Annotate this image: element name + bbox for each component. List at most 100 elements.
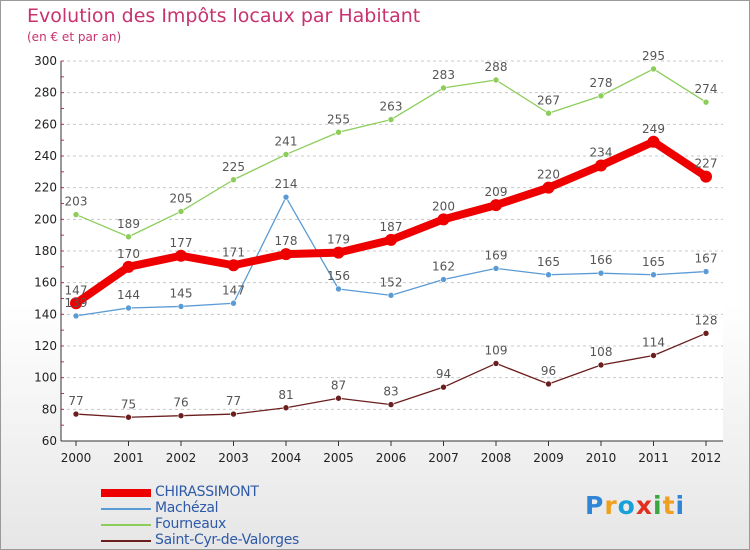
data-point bbox=[387, 116, 395, 123]
data-point bbox=[492, 265, 500, 272]
data-point bbox=[385, 233, 397, 246]
x-tick-label: 2003 bbox=[218, 451, 249, 465]
x-tick-label: 2009 bbox=[533, 451, 564, 465]
y-tick-label: 140 bbox=[34, 307, 57, 321]
data-label: 152 bbox=[380, 275, 403, 289]
x-tick-label: 2006 bbox=[376, 451, 407, 465]
data-label: 263 bbox=[380, 100, 403, 114]
data-point bbox=[647, 135, 660, 148]
data-point bbox=[650, 271, 657, 279]
legend-label: Fourneaux bbox=[155, 516, 227, 532]
data-label: 81 bbox=[278, 388, 293, 402]
data-point bbox=[177, 208, 185, 215]
data-label: 225 bbox=[222, 160, 245, 174]
x-tick-label: 2001 bbox=[113, 451, 144, 465]
chart-subtitle: (en € et par an) bbox=[27, 30, 122, 44]
legend-label: CHIRASSIMONT bbox=[155, 484, 259, 500]
logo-letter: i bbox=[653, 491, 663, 520]
y-tick-label: 60 bbox=[42, 434, 57, 448]
data-label: 166 bbox=[590, 253, 613, 267]
data-label: 288 bbox=[485, 60, 508, 74]
data-label: 203 bbox=[65, 195, 88, 209]
data-label: 156 bbox=[327, 269, 350, 283]
data-label: 162 bbox=[432, 260, 455, 274]
data-label: 234 bbox=[590, 146, 613, 160]
data-label: 75 bbox=[121, 397, 136, 411]
y-tick-label: 300 bbox=[34, 54, 57, 68]
data-point bbox=[230, 299, 237, 307]
data-point bbox=[440, 84, 447, 92]
y-tick-label: 280 bbox=[34, 86, 57, 100]
legend-label: Machézal bbox=[155, 500, 219, 516]
data-point bbox=[125, 233, 132, 241]
y-tick-label: 240 bbox=[34, 149, 57, 163]
data-label: 77 bbox=[226, 394, 241, 408]
data-label: 165 bbox=[537, 255, 560, 269]
data-label: 76 bbox=[173, 396, 188, 410]
data-label: 178 bbox=[275, 234, 298, 248]
y-tick-label: 260 bbox=[34, 117, 57, 131]
data-point bbox=[177, 303, 185, 310]
data-point bbox=[335, 128, 342, 136]
data-label: 295 bbox=[642, 49, 665, 63]
legend-swatch bbox=[101, 540, 151, 542]
y-tick-label: 100 bbox=[34, 371, 57, 385]
data-point bbox=[702, 98, 710, 106]
data-point bbox=[597, 269, 605, 277]
data-point bbox=[282, 151, 290, 158]
data-label: 187 bbox=[380, 220, 403, 234]
data-label: 87 bbox=[331, 378, 346, 392]
y-tick-label: 160 bbox=[34, 276, 57, 290]
data-point bbox=[282, 193, 290, 201]
data-label: 267 bbox=[537, 93, 560, 107]
data-label: 179 bbox=[327, 233, 350, 247]
legend-swatch bbox=[101, 508, 151, 510]
data-point bbox=[492, 360, 500, 367]
data-label: 147 bbox=[222, 283, 245, 297]
data-label: 209 bbox=[485, 185, 508, 199]
data-point bbox=[125, 304, 132, 312]
data-label: 167 bbox=[695, 252, 718, 266]
data-label: 165 bbox=[642, 255, 665, 269]
data-point bbox=[332, 246, 345, 259]
logo-letter: x bbox=[635, 491, 653, 520]
data-point bbox=[387, 401, 395, 408]
data-label: 249 bbox=[642, 122, 665, 136]
data-point bbox=[545, 380, 552, 388]
legend-swatch bbox=[101, 489, 151, 497]
y-tick-label: 120 bbox=[34, 339, 57, 353]
data-label: 283 bbox=[432, 68, 455, 82]
data-point bbox=[72, 410, 80, 418]
data-point bbox=[280, 248, 292, 261]
data-point bbox=[542, 181, 555, 194]
x-tick-label: 2012 bbox=[691, 451, 722, 465]
data-label: 189 bbox=[117, 217, 140, 231]
x-tick-label: 2002 bbox=[166, 451, 197, 465]
legend-swatch bbox=[101, 524, 151, 526]
data-label: 108 bbox=[590, 345, 613, 359]
data-label: 114 bbox=[642, 336, 665, 350]
data-point bbox=[230, 410, 237, 418]
data-point bbox=[650, 65, 657, 73]
data-label: 94 bbox=[436, 367, 451, 381]
data-point bbox=[70, 297, 82, 310]
x-tick-label: 2010 bbox=[586, 451, 617, 465]
data-label: 255 bbox=[327, 112, 350, 126]
data-point bbox=[437, 213, 450, 226]
data-point bbox=[335, 394, 342, 402]
data-point bbox=[335, 285, 342, 293]
data-label: 278 bbox=[590, 76, 613, 90]
data-label: 128 bbox=[695, 313, 718, 327]
logo-letter: P bbox=[585, 491, 605, 520]
data-label: 145 bbox=[170, 286, 193, 300]
data-point bbox=[125, 413, 132, 421]
y-tick-label: 220 bbox=[34, 181, 57, 195]
data-point bbox=[702, 268, 710, 275]
data-label: 83 bbox=[383, 385, 398, 399]
data-point bbox=[72, 312, 80, 320]
data-label: 171 bbox=[222, 245, 245, 259]
data-point bbox=[122, 260, 135, 273]
logo-letter: o bbox=[617, 491, 636, 520]
